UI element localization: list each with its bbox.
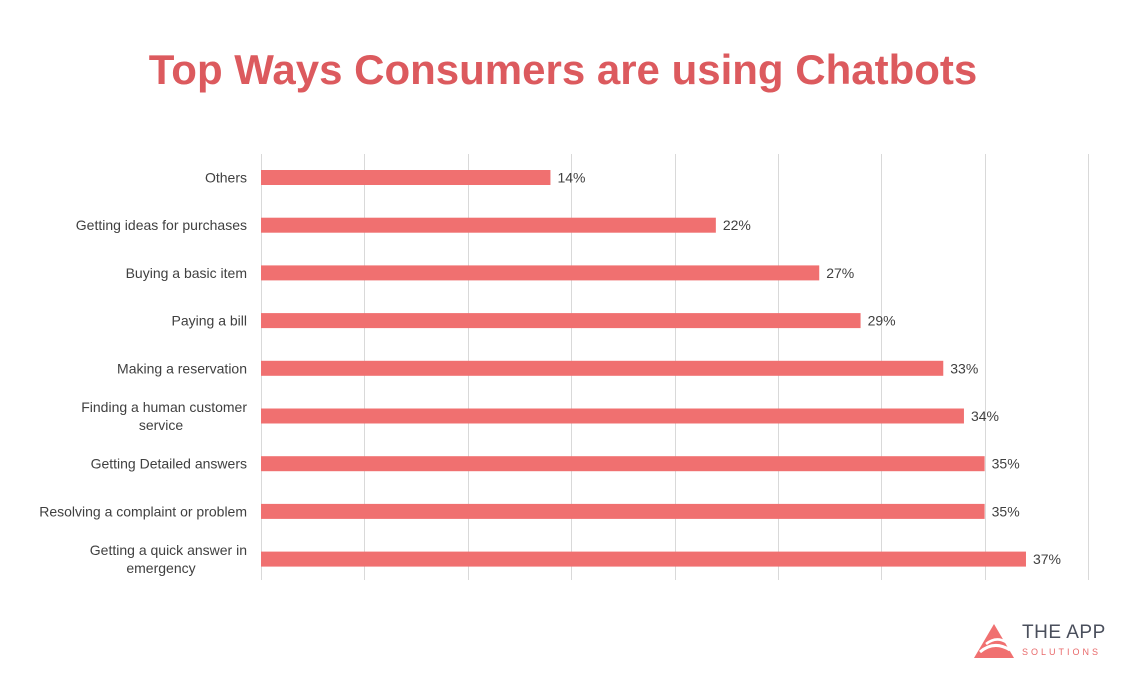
value-label-4: 33%: [950, 360, 978, 376]
logo-mark-icon: [974, 624, 1014, 658]
bar-3: [261, 313, 861, 329]
value-label-3: 29%: [868, 313, 896, 329]
value-label-2: 27%: [826, 265, 854, 281]
bar-1: [261, 217, 716, 233]
logo-text-sub: SOLUTIONS: [1022, 647, 1102, 657]
category-label-0: Others: [205, 170, 247, 186]
value-label-6: 35%: [992, 456, 1020, 472]
logo-text-main: THE APP: [1022, 622, 1106, 643]
category-label-1: Getting ideas for purchases: [76, 217, 247, 233]
category-labels: Others Getting ideas for purchases Buying …: [39, 170, 247, 577]
bar-0: [261, 170, 551, 185]
category-label-4: Making a reservation: [117, 360, 247, 376]
bar-8: [261, 551, 1026, 567]
category-label-8: Getting a quick answer in emergency: [90, 542, 247, 576]
category-label-7: Resolving a complaint or problem: [39, 503, 247, 519]
value-label-7: 35%: [992, 503, 1020, 519]
bar-4: [261, 360, 944, 376]
value-label-8: 37%: [1033, 551, 1061, 567]
bar-7: [261, 503, 985, 519]
bar-5: [261, 408, 964, 424]
bar-2: [261, 265, 820, 281]
value-labels: 14% 22% 27% 29% 33% 34% 35% 35% 37%: [557, 170, 1061, 568]
bars: [261, 170, 1026, 567]
chart-title: Top Ways Consumers are using Chatbots: [148, 46, 978, 93]
category-label-3: Paying a bill: [172, 313, 248, 329]
value-label-1: 22%: [723, 217, 751, 233]
company-logo: THE APP SOLUTIONS: [972, 620, 1112, 664]
category-label-6: Getting Detailed answers: [91, 456, 247, 472]
bar-6: [261, 456, 985, 472]
value-label-0: 14%: [557, 170, 585, 186]
category-label-2: Buying a basic item: [126, 265, 247, 281]
value-label-5: 34%: [971, 408, 999, 424]
category-label-5: Finding a human customer service: [81, 399, 247, 433]
